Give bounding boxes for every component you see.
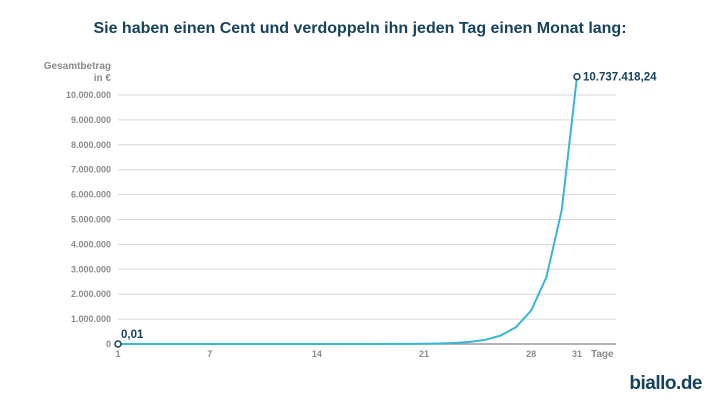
y-tick-label: 5.000.000: [71, 215, 111, 225]
y-tick-label: 1.000.000: [71, 314, 111, 324]
data-label: 10.737.418,24: [583, 72, 657, 84]
series-line: [118, 76, 578, 345]
data-point-marker: [573, 72, 581, 81]
brand-logo: biallo.de: [629, 373, 702, 394]
data-point-marker: [114, 340, 122, 348]
x-tick-labels: 1 7 14 21 28 31: [115, 349, 582, 359]
y-tick-label: 2.000.000: [71, 289, 111, 299]
x-tick-label: 14: [312, 349, 322, 359]
data-label: 0,01: [121, 329, 144, 341]
x-tick-label: 28: [526, 349, 536, 359]
y-tick-label: 4.000.000: [71, 239, 111, 249]
chart-title: Sie haben einen Cent und verdoppeln ihn …: [93, 20, 627, 37]
y-axis-label-line1: Gesamtbetrag: [44, 61, 111, 72]
y-tick-label: 6.000.000: [71, 190, 111, 200]
x-tick-label: 21: [419, 349, 429, 359]
y-axis-label-line2: in €: [94, 73, 112, 84]
y-tick-label: 3.000.000: [71, 264, 111, 274]
y-tick-labels: 0 1.000.000 2.000.000 3.000.000 4.000.000 5.0…: [66, 90, 111, 349]
x-tick-label: 31: [572, 349, 582, 359]
grid-lines: [118, 94, 616, 320]
y-tick-label: 9.000.000: [71, 115, 111, 125]
x-tick-label: 1: [115, 349, 120, 359]
x-axis-label: Tage: [591, 349, 614, 360]
x-tick-label: 7: [207, 349, 212, 359]
annotated-points: 0,01 10.737.418,24: [114, 72, 657, 348]
y-tick-label: 8.000.000: [71, 140, 111, 150]
y-tick-label: 10.000.000: [66, 90, 111, 100]
y-tick-label: 0: [106, 339, 111, 349]
y-tick-label: 7.000.000: [71, 165, 111, 175]
